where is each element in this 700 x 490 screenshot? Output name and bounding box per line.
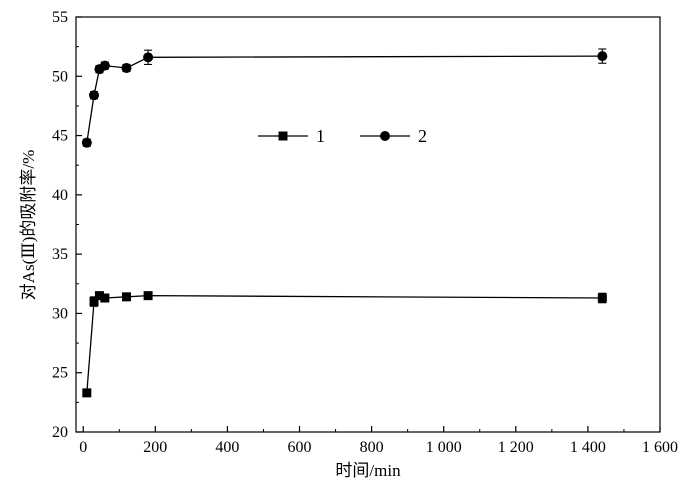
series-1 bbox=[82, 291, 607, 398]
data-point bbox=[94, 291, 104, 301]
x-tick-label: 1 400 bbox=[570, 439, 606, 456]
data-point bbox=[81, 137, 92, 148]
data-point bbox=[82, 388, 92, 398]
data-point bbox=[143, 291, 153, 301]
legend-label: 2 bbox=[418, 126, 427, 146]
data-point bbox=[597, 51, 608, 62]
data-point bbox=[121, 292, 131, 302]
x-tick-label: 1 600 bbox=[642, 439, 678, 456]
x-tick-label: 400 bbox=[215, 439, 239, 456]
plot-frame bbox=[75, 16, 661, 433]
y-tick-label: 55 bbox=[52, 9, 68, 26]
x-tick-label: 800 bbox=[360, 439, 384, 456]
x-tick-label: 0 bbox=[79, 439, 87, 456]
y-tick-label: 20 bbox=[52, 424, 68, 441]
series-2 bbox=[81, 48, 608, 148]
y-tick-label: 25 bbox=[52, 365, 68, 382]
y-tick-label: 35 bbox=[52, 246, 68, 263]
data-point bbox=[89, 90, 100, 101]
x-tick-label: 600 bbox=[288, 439, 312, 456]
series-1-line bbox=[86, 294, 603, 393]
x-tick-label: 1 000 bbox=[426, 439, 462, 456]
data-point bbox=[89, 297, 99, 307]
data-point bbox=[597, 293, 607, 303]
y-axis-ticks: 20 25 30 35 40 45 50 55 bbox=[52, 9, 82, 441]
data-point bbox=[100, 293, 110, 303]
data-point bbox=[121, 62, 132, 73]
legend-marker bbox=[380, 131, 390, 141]
data-point bbox=[99, 60, 110, 71]
y-tick-label: 40 bbox=[52, 187, 68, 204]
legend-marker bbox=[278, 131, 288, 141]
y-axis-title: 对As(Ⅲ)的吸附率/% bbox=[19, 150, 38, 301]
y-tick-label: 50 bbox=[52, 68, 68, 85]
series-2-line bbox=[86, 55, 603, 143]
data-point bbox=[143, 52, 154, 63]
y-tick-label: 45 bbox=[52, 128, 68, 145]
x-axis-ticks: 0 200 400 600 800 1 000 1 200 1 400 1 600 bbox=[79, 426, 678, 456]
y-tick-label: 30 bbox=[52, 305, 68, 322]
series-layer bbox=[81, 48, 608, 398]
legend-label: 1 bbox=[316, 126, 325, 146]
x-tick-label: 200 bbox=[143, 439, 167, 456]
x-axis-title: 时间/min bbox=[335, 461, 401, 480]
x-tick-label: 1 200 bbox=[498, 439, 534, 456]
